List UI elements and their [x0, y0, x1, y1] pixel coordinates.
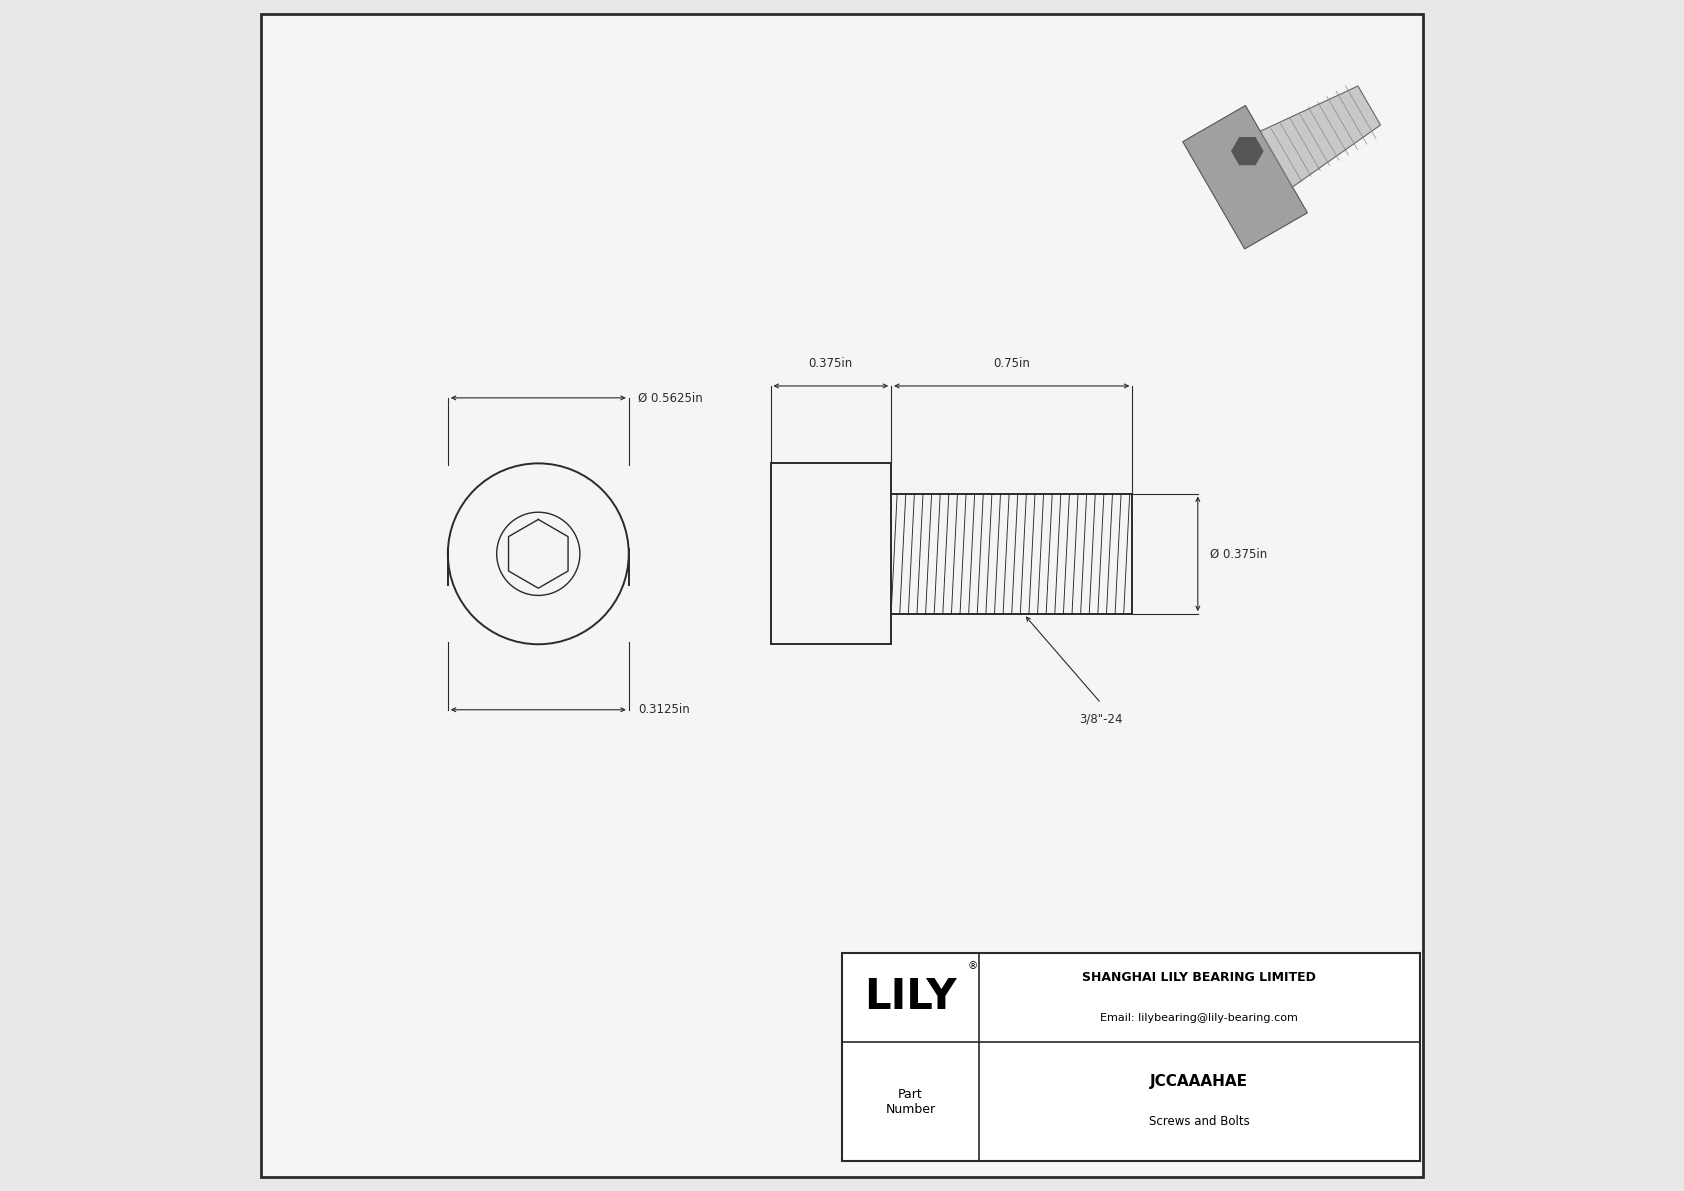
Text: LILY: LILY — [864, 977, 957, 1018]
Text: Screws and Bolts: Screws and Bolts — [1148, 1116, 1250, 1128]
Bar — [842, 953, 1420, 1161]
Text: Ø 0.375in: Ø 0.375in — [1209, 548, 1266, 560]
Text: 0.3125in: 0.3125in — [638, 703, 690, 716]
Text: 3/8"-24: 3/8"-24 — [1079, 713, 1123, 727]
Bar — [771, 463, 891, 644]
Text: 0.75in: 0.75in — [994, 357, 1031, 370]
Text: ®: ® — [968, 961, 978, 972]
Text: 0.375in: 0.375in — [808, 357, 854, 370]
Text: Ø 0.5625in: Ø 0.5625in — [638, 392, 702, 405]
Text: Email: lilybearing@lily-bearing.com: Email: lilybearing@lily-bearing.com — [1100, 1012, 1298, 1023]
Text: Part
Number: Part Number — [886, 1087, 936, 1116]
Text: SHANGHAI LILY BEARING LIMITED: SHANGHAI LILY BEARING LIMITED — [1083, 971, 1317, 984]
Text: JCCAAAHAE: JCCAAAHAE — [1150, 1074, 1248, 1089]
Polygon shape — [1182, 106, 1307, 249]
Polygon shape — [1260, 86, 1381, 187]
Polygon shape — [1233, 138, 1263, 164]
